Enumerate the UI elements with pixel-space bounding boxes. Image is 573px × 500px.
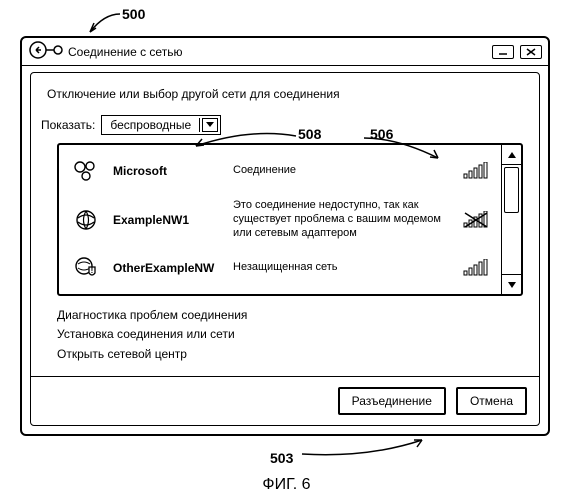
link-diagnostics[interactable]: Диагностика проблем соединения [57,306,529,325]
link-setup[interactable]: Установка соединения или сети [57,325,529,344]
network-name: ExampleNW1 [113,213,223,227]
callout-508: 508 [298,126,321,142]
callout-503-label: 503 [270,450,293,466]
dropdown-value: беспроводные [102,118,200,132]
network-list: Microsoft Соединение [59,145,501,294]
network-shield-icon: ! [69,256,103,280]
show-label: Показать: [41,118,95,132]
callout-506: 506 [370,126,393,142]
callout-500: 500 [122,6,145,22]
scroll-thumb[interactable] [504,167,519,213]
scroll-track[interactable] [502,215,521,274]
network-status: Соединение [233,164,451,178]
close-button[interactable] [520,45,542,59]
window: Соединение с сетью Отключение или выбор … [20,36,550,436]
network-row[interactable]: ExampleNW1 Это соединение недоступно, та… [65,191,495,248]
titlebar: Соединение с сетью [22,38,548,66]
minimize-button[interactable] [492,45,514,59]
network-icon [69,159,103,183]
cancel-button[interactable]: Отмена [456,387,527,415]
network-name: Microsoft [113,164,223,178]
network-status: Это соединение недоступно, так как сущес… [233,199,451,240]
signal-icon [461,162,491,180]
scroll-down-button[interactable] [502,274,521,294]
scrollbar[interactable] [501,145,521,294]
signal-blocked-icon [461,211,491,229]
callout-503: 503 [270,450,293,466]
footer: Разъединение Отмена [31,376,539,425]
callout-508-label: 508 [298,126,321,142]
link-network-center[interactable]: Открыть сетевой центр [57,345,529,364]
main-panel: Отключение или выбор другой сети для сое… [30,72,540,426]
network-name: OtherExampleNW [113,261,223,275]
signal-icon [461,259,491,277]
window-title: Соединение с сетью [68,45,182,59]
network-status: Незащищенная сеть [233,261,451,275]
link-list: Диагностика проблем соединения Установка… [57,306,529,364]
svg-text:!: ! [91,266,94,275]
network-icon [69,208,103,232]
callout-500-label: 500 [122,6,145,22]
back-icon[interactable] [28,40,64,63]
scroll-up-button[interactable] [502,145,521,165]
disconnect-button[interactable]: Разъединение [338,387,446,415]
network-list-container: Microsoft Соединение [57,143,523,296]
panel-subtitle: Отключение или выбор другой сети для сое… [47,87,529,101]
network-row[interactable]: ! OtherExampleNW Незащищенная сеть [65,248,495,288]
figure-label: ФИГ. 6 [0,476,573,494]
